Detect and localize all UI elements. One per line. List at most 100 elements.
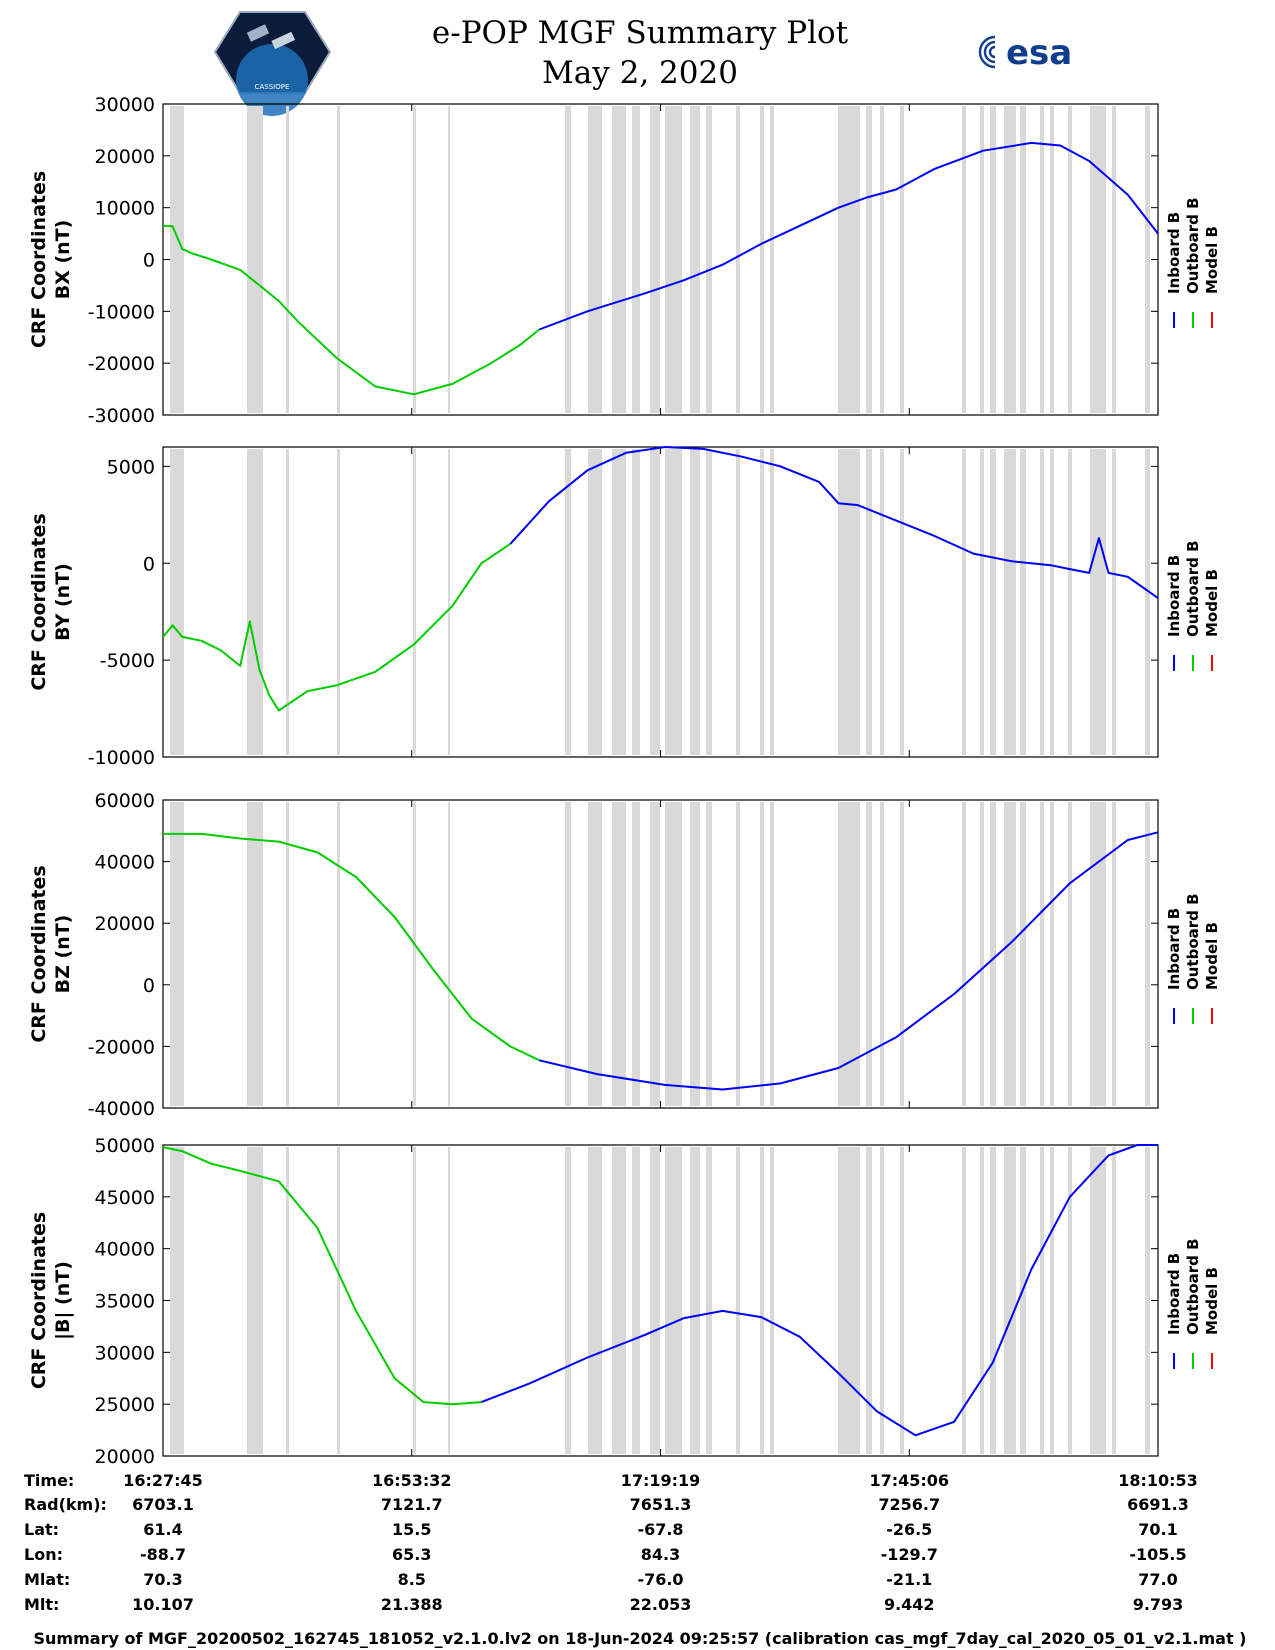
- data-gap-band: [632, 802, 640, 1106]
- data-gap-band: [665, 106, 682, 413]
- data-gap-band: [1040, 449, 1044, 755]
- data-gap-band: [247, 802, 263, 1106]
- data-gap-band: [1050, 802, 1054, 1106]
- esa-logo-text: esa: [1006, 33, 1072, 73]
- y-tick-label: -20000: [88, 1036, 155, 1058]
- ephemeris-row-label: Time:: [24, 1471, 74, 1490]
- legend-label: Inboard B: [1165, 212, 1183, 294]
- data-gap-band: [838, 449, 860, 755]
- inboard-b-line: [509, 446, 1159, 599]
- cassiope-logo-text: CASSIOPE: [255, 83, 290, 91]
- y-axis-label-units: BY (nT): [52, 563, 74, 641]
- data-gap-band: [448, 802, 450, 1106]
- ephemeris-row-label: Mlat:: [24, 1570, 70, 1589]
- data-gap-band: [706, 449, 712, 755]
- title-line-2: May 2, 2020: [542, 55, 738, 91]
- data-gap-band: [838, 1147, 860, 1454]
- data-gap-band: [286, 1147, 289, 1454]
- data-gap-band: [1112, 802, 1116, 1106]
- data-gap-band: [770, 1147, 774, 1454]
- data-gap-band: [900, 1147, 904, 1454]
- ephemeris-value: 84.3: [641, 1545, 680, 1564]
- data-gap-band: [690, 449, 700, 755]
- data-gap-band: [1050, 449, 1054, 755]
- data-gap-band: [736, 1147, 740, 1454]
- y-tick-label: -10000: [88, 747, 155, 769]
- data-gap-band: [880, 449, 884, 755]
- data-gap-band: [337, 449, 340, 755]
- data-gap-band: [866, 106, 872, 413]
- data-gap-band: [632, 449, 640, 755]
- ephemeris-row-label: Rad(km):: [24, 1495, 107, 1514]
- data-gap-band: [565, 802, 571, 1106]
- data-gap-band: [1090, 1147, 1106, 1454]
- y-tick-label: 0: [143, 250, 155, 272]
- footer-text: Summary of MGF_20200502_162745_181052_v2…: [34, 1629, 1247, 1648]
- data-gap-band: [588, 1147, 602, 1454]
- data-gap-band: [413, 449, 416, 755]
- data-gap-band: [1068, 449, 1072, 755]
- ephemeris-value: 6703.1: [132, 1495, 194, 1514]
- outboard-b-line: [162, 543, 511, 712]
- data-gap-band: [247, 106, 263, 413]
- data-gap-band: [170, 802, 184, 1106]
- ephemeris-value: 7256.7: [878, 1495, 940, 1514]
- ephemeris-row-label: Lon:: [24, 1545, 63, 1564]
- data-gap-band: [900, 802, 904, 1106]
- data-gap-band: [565, 1147, 571, 1454]
- ephemeris-value: 21.388: [381, 1595, 443, 1614]
- data-gap-band: [650, 802, 660, 1106]
- data-gap-band: [1090, 106, 1106, 413]
- data-gap-band: [760, 802, 764, 1106]
- data-gap-band: [1112, 449, 1116, 755]
- data-gap-band: [247, 1147, 263, 1454]
- data-gap-band: [1020, 449, 1026, 755]
- data-gap-band: [1004, 449, 1016, 755]
- data-gap-band: [880, 1147, 884, 1454]
- data-gap-band: [690, 802, 700, 1106]
- data-gap-band: [962, 106, 966, 413]
- ephemeris-value: 8.5: [398, 1570, 426, 1589]
- data-gap-band: [770, 106, 774, 413]
- data-gap-band: [588, 106, 602, 413]
- data-gap-band: [690, 1147, 700, 1454]
- ephemeris-value: -26.5: [886, 1520, 932, 1539]
- y-tick-label: 20000: [95, 913, 155, 935]
- y-tick-label: -40000: [88, 1098, 155, 1120]
- data-gap-band: [1145, 802, 1150, 1106]
- data-gap-band: [612, 802, 626, 1106]
- legend-label: Inboard B: [1165, 908, 1183, 990]
- y-tick-label: 20000: [95, 146, 155, 168]
- y-tick-label: 40000: [95, 1239, 155, 1261]
- y-tick-label: 45000: [95, 1187, 155, 1209]
- outboard-b-line: [162, 1146, 482, 1406]
- data-gap-band: [448, 449, 450, 755]
- ephemeris-value: -129.7: [881, 1545, 938, 1564]
- ephemeris-value: 70.3: [143, 1570, 182, 1589]
- data-gap-band: [866, 802, 872, 1106]
- data-gap-band: [588, 802, 602, 1106]
- data-gap-band: [980, 802, 984, 1106]
- inboard-b-line: [538, 141, 1159, 331]
- data-gap-band: [612, 1147, 626, 1454]
- ephemeris-value: 17:19:19: [621, 1471, 701, 1490]
- ephemeris-value: 22.053: [630, 1595, 692, 1614]
- data-gap-band: [1040, 106, 1044, 413]
- y-tick-label: 10000: [95, 198, 155, 220]
- y-tick-label: 0: [143, 975, 155, 997]
- y-tick-label: -5000: [100, 650, 155, 672]
- data-gap-band: [736, 106, 740, 413]
- data-gap-band: [1020, 802, 1026, 1106]
- ephemeris-value: 65.3: [392, 1545, 431, 1564]
- data-gap-band: [962, 1147, 966, 1454]
- legend-label: Outboard B: [1184, 197, 1202, 294]
- data-gap-band: [880, 106, 884, 413]
- data-gap-band: [170, 1147, 184, 1454]
- ephemeris-value: 9.793: [1133, 1595, 1184, 1614]
- data-gap-band: [962, 449, 966, 755]
- data-gap-band: [1068, 1147, 1072, 1454]
- data-gap-band: [1020, 1147, 1026, 1454]
- data-gap-band: [1145, 106, 1150, 413]
- ephemeris-value: 6691.3: [1127, 1495, 1189, 1514]
- data-gap-band: [448, 1147, 450, 1454]
